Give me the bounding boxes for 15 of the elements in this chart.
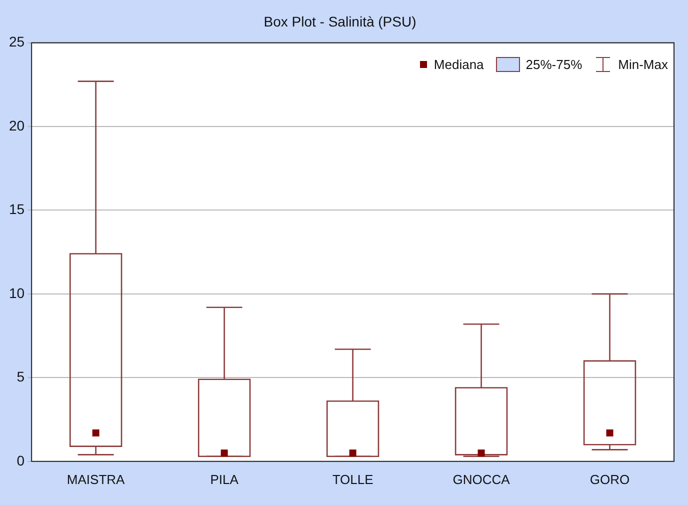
y-tick-label: 25 [8, 34, 25, 50]
y-tick-label: 5 [16, 368, 25, 385]
annotation: Mediana [434, 57, 484, 72]
x-tick-label: MAISTRA [66, 472, 126, 487]
y-tick-label: 0 [16, 452, 25, 468]
annotation: Min-Max [618, 57, 668, 72]
x-tick-label: GORO [590, 472, 630, 487]
x-tick-label: GNOCCA [452, 472, 510, 487]
x-tick-label: PILA [210, 472, 239, 487]
x-tick-label: TOLLE [332, 472, 374, 487]
y-tick-label: 10 [8, 284, 25, 301]
chart-title: Box Plot - Salinità (PSU) [264, 13, 416, 30]
y-tick-label: 20 [8, 117, 25, 134]
annotation: 25%-75% [526, 57, 582, 72]
y-tick-label: 15 [8, 201, 25, 218]
